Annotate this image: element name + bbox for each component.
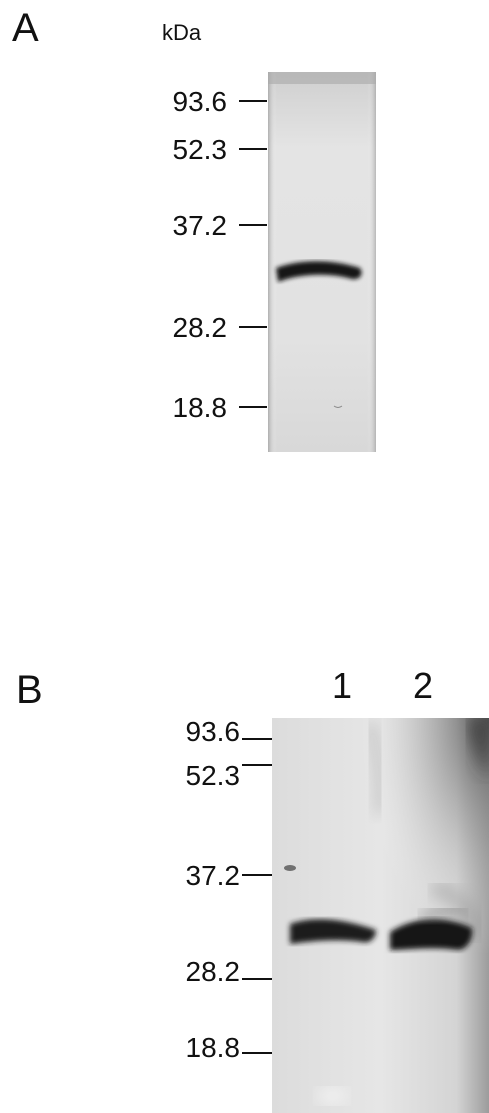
panel-a-label: A [12, 6, 39, 50]
panel-b-label: B [16, 668, 43, 712]
panel-b-marker-tick-1 [242, 738, 272, 740]
panel-b-marker-1: 93.6 [185, 716, 241, 747]
panel-a-marker-2: 52.3 [172, 134, 228, 165]
panel-a-marker-tick-4 [239, 326, 267, 328]
panel-a-marker-3: 37.2 [172, 210, 228, 241]
panel-b-band-lane-1 [290, 919, 376, 944]
panel-a-blot-membrane [268, 72, 376, 452]
panel-a-marker-4: 28.2 [172, 312, 228, 343]
panel-b-marker-2: 52.3 [185, 760, 241, 791]
panel-a-unit-label: kDa [162, 20, 202, 45]
panel-b-marker-tick-3 [242, 874, 272, 876]
lane-label-2: 2 [412, 665, 434, 706]
panel-b-marker-5: 18.8 [185, 1032, 241, 1063]
panel-a-marker-tick-2 [239, 148, 267, 150]
panel-a-marker-1: 93.6 [172, 86, 228, 117]
lane-label-1: 1 [331, 665, 353, 706]
panel-b-marker-tick-4 [242, 978, 272, 980]
panel-a-marker-tick-5 [239, 406, 267, 408]
panel-b-marker-3: 37.2 [185, 860, 241, 891]
panel-b-marker-tick-5 [242, 1052, 272, 1054]
panel-b-marker-tick-2 [242, 764, 272, 766]
panel-a-marker-tick-1 [239, 100, 267, 102]
panel-b-marker-4: 28.2 [185, 956, 241, 987]
panel-a-marker-tick-3 [239, 224, 267, 226]
panel-a-marker-5: 18.8 [172, 392, 228, 423]
panel-b-blot-membrane [272, 718, 489, 1113]
panel-b-band-lane-2 [390, 919, 473, 950]
panel-a-band [276, 261, 362, 282]
